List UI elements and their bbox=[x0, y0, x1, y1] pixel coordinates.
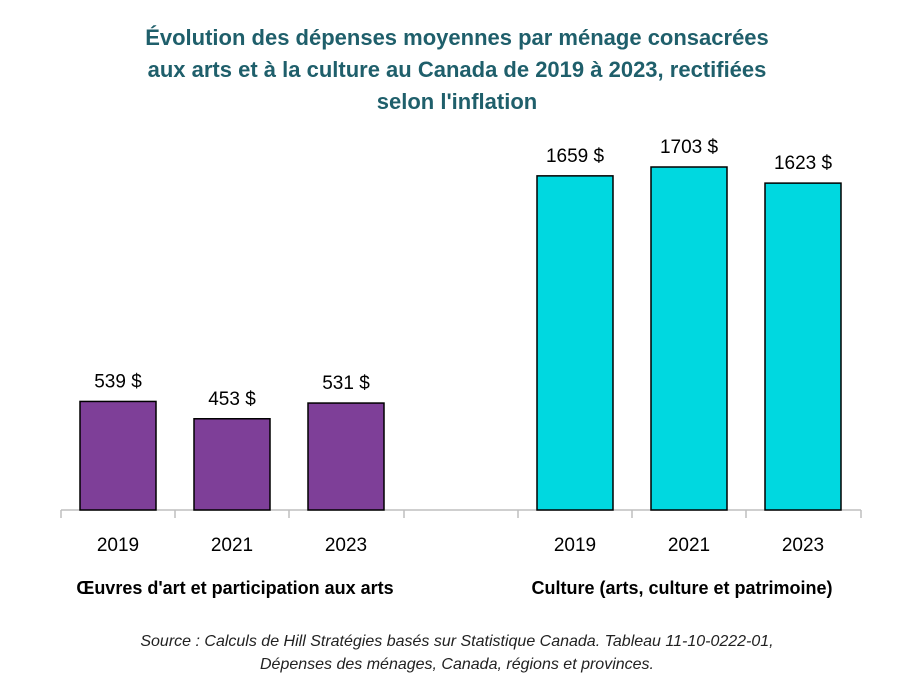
chart-title-line: aux arts et à la culture au Canada de 20… bbox=[147, 57, 767, 82]
group-label: Culture (arts, culture et patrimoine) bbox=[531, 578, 832, 598]
chart-title-line: Évolution des dépenses moyennes par ména… bbox=[145, 25, 769, 50]
chart-title-line: selon l'inflation bbox=[376, 89, 538, 114]
x-tick-label: 2021 bbox=[211, 535, 253, 556]
x-tick-label: 2023 bbox=[782, 535, 824, 556]
source-note: Source : Calculs de Hill Stratégies basé… bbox=[0, 630, 914, 676]
bar bbox=[536, 175, 614, 511]
bar bbox=[764, 182, 842, 511]
source-line: Dépenses des ménages, Canada, régions et… bbox=[259, 656, 654, 673]
x-tick-label: 2019 bbox=[97, 535, 139, 556]
data-label: 453 $ bbox=[208, 389, 256, 410]
x-tick-label: 2021 bbox=[668, 535, 710, 556]
x-tick-label: 2019 bbox=[554, 535, 596, 556]
x-tick-label: 2023 bbox=[325, 535, 367, 556]
group-label: Œuvres d'art et participation aux arts bbox=[76, 578, 393, 598]
data-label: 1703 $ bbox=[660, 137, 719, 158]
data-label: 539 $ bbox=[94, 371, 142, 392]
bar bbox=[650, 166, 728, 511]
bar bbox=[193, 418, 271, 511]
data-label: 1659 $ bbox=[546, 146, 605, 167]
chart-title: Évolution des dépenses moyennes par ména… bbox=[0, 22, 914, 118]
data-label: 531 $ bbox=[322, 373, 370, 394]
bar bbox=[307, 402, 385, 511]
source-line: Source : Calculs de Hill Stratégies basé… bbox=[140, 633, 774, 650]
bar bbox=[79, 400, 157, 511]
data-label: 1623 $ bbox=[774, 153, 833, 174]
